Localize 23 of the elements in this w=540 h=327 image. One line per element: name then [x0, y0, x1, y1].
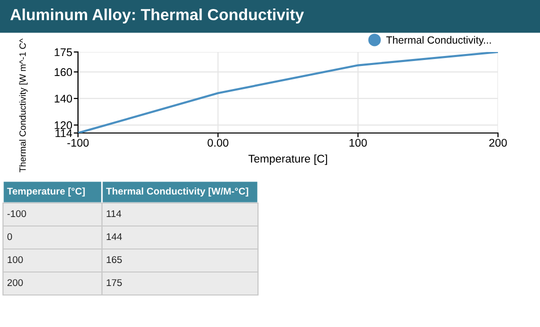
text: 200 [7, 279, 23, 286]
y-tick-label: 175 [54, 48, 72, 56]
text: Temperature [°C] [7, 187, 85, 197]
chart-title: Aluminum Alloy: Thermal Conductivity [10, 8, 304, 24]
text: 114 [106, 210, 122, 218]
text: Thermal Conductivity [W/M-°C] [106, 187, 248, 197]
text: 165 [106, 256, 122, 264]
text: 0 [7, 233, 12, 240]
y-axis-title: Thermal Conductivity [W m^-1 C^ [19, 38, 28, 172]
text: 144 [106, 233, 122, 240]
y-tick-label: 114 [56, 129, 72, 138]
y-tick-label: 160 [54, 68, 72, 76]
y-tick-label: 140 [54, 94, 72, 103]
legend-label: Thermal Conductivity... [386, 36, 491, 46]
y-tick-label: 120 [54, 121, 72, 130]
x-tick-label: 0.00 [208, 138, 228, 147]
x-tick-label: 200 [489, 138, 507, 147]
x-tick-label: 100 [350, 138, 367, 147]
x-axis-title: Temperature [C] [248, 154, 328, 165]
text: 175 [106, 279, 122, 286]
text: -100 [7, 210, 26, 218]
x-tick-label: -100 [67, 138, 89, 147]
text: 100 [8, 256, 23, 264]
